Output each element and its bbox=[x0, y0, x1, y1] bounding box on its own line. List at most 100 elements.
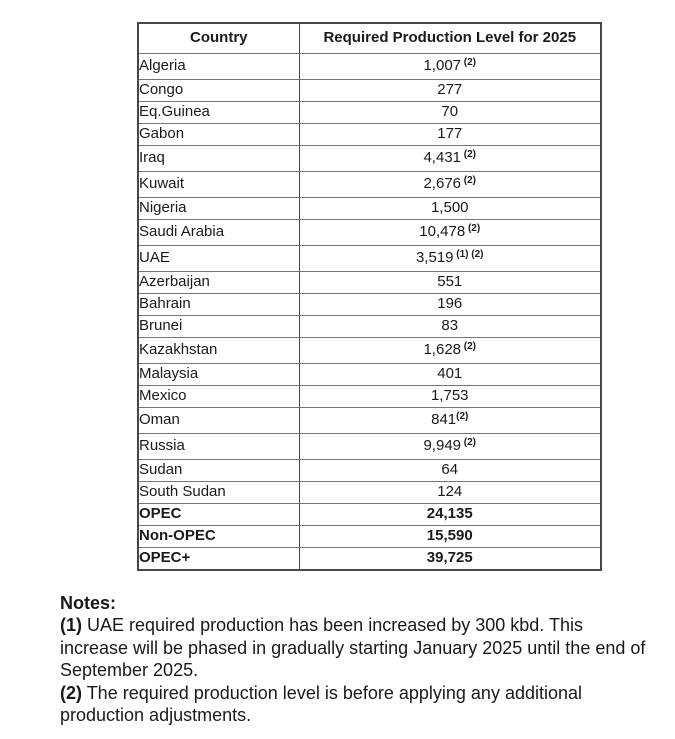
value-text: 83 bbox=[441, 317, 459, 335]
country-cell: Non-OPEC bbox=[137, 525, 300, 548]
country-cell: Mexico bbox=[137, 385, 300, 408]
country-cell: Gabon bbox=[137, 123, 300, 146]
table-row: Non-OPEC 15,590 bbox=[137, 525, 602, 548]
production-table: Country Required Production Level for 20… bbox=[137, 22, 602, 571]
value-cell: 15,590 bbox=[298, 525, 602, 548]
country-cell: Malaysia bbox=[137, 363, 300, 386]
table-row: Saudi Arabia 10,478 (2) bbox=[137, 219, 602, 246]
value-cell: 124 bbox=[298, 481, 602, 504]
notes-section: Notes: (1) UAE required production has b… bbox=[60, 592, 654, 726]
value-footnote-marker: (2) bbox=[465, 222, 481, 234]
value-footnote-marker: (2) bbox=[461, 436, 477, 448]
value-text: 196 bbox=[437, 295, 463, 313]
value-text: 4,431 bbox=[423, 149, 462, 167]
table-row: Sudan 64 bbox=[137, 459, 602, 482]
value-text: 124 bbox=[437, 483, 463, 501]
value-cell: 64 bbox=[298, 459, 602, 482]
country-cell: Kuwait bbox=[137, 171, 300, 198]
table-row: Iraq 4,431 (2) bbox=[137, 145, 602, 172]
country-cell: Algeria bbox=[137, 53, 300, 80]
value-cell: 401 bbox=[298, 363, 602, 386]
country-cell: OPEC+ bbox=[137, 547, 300, 571]
table-row: Brunei 83 bbox=[137, 315, 602, 338]
note-2: (2) The required production level is bef… bbox=[60, 682, 654, 727]
country-cell: Kazakhstan bbox=[137, 337, 300, 364]
country-cell: Oman bbox=[137, 407, 300, 434]
table-row: South Sudan 124 bbox=[137, 481, 602, 504]
table-row: Malaysia 401 bbox=[137, 363, 602, 386]
value-text: 39,725 bbox=[426, 549, 473, 567]
value-cell: 1,628 (2) bbox=[298, 337, 602, 364]
table-row: Russia 9,949 (2) bbox=[137, 433, 602, 460]
table-row: Kuwait 2,676 (2) bbox=[137, 171, 602, 198]
table-row: Gabon 177 bbox=[137, 123, 602, 146]
value-text: 64 bbox=[441, 461, 459, 479]
table-row: Oman 841(2) bbox=[137, 407, 602, 434]
value-cell: 24,135 bbox=[298, 503, 602, 526]
value-cell: 70 bbox=[298, 101, 602, 124]
value-footnote-marker: (2) bbox=[461, 148, 477, 160]
value-text: 401 bbox=[437, 365, 463, 383]
country-cell: Russia bbox=[137, 433, 300, 460]
value-text: 10,478 bbox=[419, 223, 466, 241]
value-text: 841 bbox=[431, 411, 457, 429]
value-cell: 10,478 (2) bbox=[298, 219, 602, 246]
value-footnote-marker: (2) bbox=[461, 56, 477, 68]
value-cell: 196 bbox=[298, 293, 602, 316]
value-footnote-marker: (2) bbox=[461, 340, 477, 352]
country-cell: Brunei bbox=[137, 315, 300, 338]
value-cell: 4,431 (2) bbox=[298, 145, 602, 172]
note-1-label: (1) bbox=[60, 615, 82, 636]
value-text: 1,628 bbox=[423, 341, 462, 359]
table-row: Algeria 1,007 (2) bbox=[137, 53, 602, 80]
value-footnote-marker: (2) bbox=[456, 410, 469, 422]
production-level-column-header: Required Production Level for 2025 bbox=[298, 22, 602, 54]
country-cell: Azerbaijan bbox=[137, 271, 300, 294]
table-body: Algeria 1,007 (2) Congo 277 Eq.Guinea 70… bbox=[137, 53, 602, 571]
table-row: OPEC 24,135 bbox=[137, 503, 602, 526]
value-cell: 9,949 (2) bbox=[298, 433, 602, 460]
value-footnote-marker: (2) bbox=[461, 174, 477, 186]
table-row: Mexico 1,753 bbox=[137, 385, 602, 408]
note-2-text: The required production level is before … bbox=[60, 682, 583, 726]
value-text: 70 bbox=[441, 103, 459, 121]
country-cell: OPEC bbox=[137, 503, 300, 526]
country-cell: Eq.Guinea bbox=[137, 101, 300, 124]
value-cell: 551 bbox=[298, 271, 602, 294]
country-cell: Sudan bbox=[137, 459, 300, 482]
notes-title: Notes: bbox=[60, 593, 117, 613]
table-row: Azerbaijan 551 bbox=[137, 271, 602, 294]
note-1: (1) UAE required production has been inc… bbox=[60, 614, 654, 681]
value-text: 15,590 bbox=[426, 527, 473, 545]
country-cell: Saudi Arabia bbox=[137, 219, 300, 246]
header-row: Country Required Production Level for 20… bbox=[137, 22, 602, 54]
value-cell: 2,676 (2) bbox=[298, 171, 602, 198]
value-text: 1,500 bbox=[430, 199, 469, 217]
value-cell: 277 bbox=[298, 79, 602, 102]
table-row: UAE 3,519 (1) (2) bbox=[137, 245, 602, 272]
value-cell: 83 bbox=[298, 315, 602, 338]
value-cell: 1,500 bbox=[298, 197, 602, 220]
country-cell: Bahrain bbox=[137, 293, 300, 316]
value-text: 277 bbox=[437, 81, 463, 99]
value-cell: 1,007 (2) bbox=[298, 53, 602, 80]
country-cell: Nigeria bbox=[137, 197, 300, 220]
value-cell: 177 bbox=[298, 123, 602, 146]
table-row: Eq.Guinea 70 bbox=[137, 101, 602, 124]
table-row: Nigeria 1,500 bbox=[137, 197, 602, 220]
value-text: 551 bbox=[437, 273, 463, 291]
value-cell: 39,725 bbox=[298, 547, 602, 571]
value-text: 24,135 bbox=[426, 505, 473, 523]
table-row: Kazakhstan 1,628 (2) bbox=[137, 337, 602, 364]
note-1-text: UAE required production has been increas… bbox=[60, 615, 646, 681]
value-footnote-marker: (1) (2) bbox=[453, 248, 484, 260]
value-text: 1,753 bbox=[430, 387, 469, 405]
table-row: Congo 277 bbox=[137, 79, 602, 102]
country-cell: UAE bbox=[137, 245, 300, 272]
note-2-label: (2) bbox=[60, 682, 82, 703]
value-cell: 841(2) bbox=[298, 407, 602, 434]
value-cell: 1,753 bbox=[298, 385, 602, 408]
value-text: 177 bbox=[437, 125, 463, 143]
table-row: Bahrain 196 bbox=[137, 293, 602, 316]
country-cell: Iraq bbox=[137, 145, 300, 172]
